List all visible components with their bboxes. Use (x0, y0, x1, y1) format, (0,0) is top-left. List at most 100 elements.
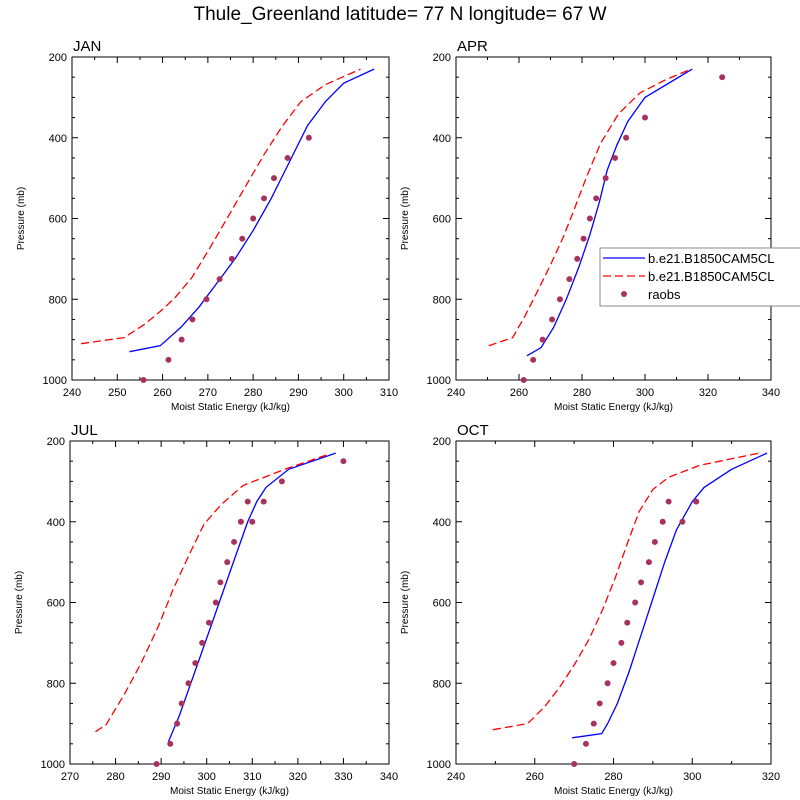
y-tick-label: 800 (433, 678, 451, 690)
panel-title: JAN (73, 38, 101, 55)
y-tick-label: 400 (47, 517, 65, 529)
plot-frame (69, 440, 390, 765)
raobs-point (239, 235, 246, 242)
y-axis-label: Pressure (mb) (16, 187, 27, 250)
panel-title: JUL (71, 422, 98, 439)
x-tick-label: 270 (199, 387, 217, 399)
raobs-point (192, 660, 199, 667)
raobs-point (189, 316, 196, 323)
plot-frame (455, 440, 772, 765)
legend-marker (621, 291, 627, 297)
raobs-point (250, 215, 257, 222)
x-tick-label: 320 (762, 771, 780, 783)
raobs-point (224, 559, 231, 566)
raobs-point (618, 639, 625, 646)
x-axis-label: Moist Static Energy (kJ/kg) (554, 786, 673, 797)
y-tick-label: 800 (49, 294, 67, 306)
legend: b.e21.B1850CAM5CL b.e21.B1850CAM5CL raobs (599, 247, 800, 307)
raobs-point (203, 296, 210, 303)
raobs-point (638, 579, 645, 586)
raobs-point (642, 114, 648, 121)
raobs-point (278, 478, 285, 485)
x-tick-label: 330 (334, 771, 352, 783)
raobs-point (602, 175, 609, 182)
raobs-point (205, 619, 212, 626)
y-tick-label: 400 (49, 133, 67, 145)
series-line-solid (167, 452, 336, 743)
raobs-point (249, 518, 256, 525)
legend-label: b.e21.B1850CAM5CL (648, 251, 774, 266)
x-tick-label: 340 (380, 771, 398, 783)
legend-box (599, 247, 800, 307)
raobs-point (651, 538, 658, 545)
raobs-point (665, 498, 672, 505)
raobs-point (237, 518, 244, 525)
raobs-point (178, 700, 185, 707)
raobs-point (596, 700, 603, 707)
y-tick-label: 200 (49, 52, 67, 64)
y-tick-label: 600 (433, 598, 451, 610)
series-line-dashed (95, 454, 327, 733)
series-line-solid (572, 452, 768, 739)
raobs-point (604, 680, 611, 687)
x-tick-label: 270 (61, 771, 79, 783)
x-tick-label: 240 (63, 387, 81, 399)
panel-jan: JAN 240 250 260 270 280 290 300 310 200 400 600 800 1… (16, 38, 398, 413)
raobs-point (270, 175, 277, 182)
raobs-point (624, 619, 631, 626)
raobs-point (623, 134, 630, 141)
y-axis-label: Pressure (mb) (400, 187, 411, 250)
raobs-point (261, 195, 268, 202)
raobs-point (178, 336, 185, 343)
series-line-dashed (81, 68, 361, 345)
raobs-point (174, 720, 181, 727)
y-tick-label: 1000 (43, 375, 67, 387)
panel-title: OCT (457, 422, 489, 439)
x-tick-label: 340 (762, 387, 780, 399)
x-tick-label: 300 (683, 771, 701, 783)
x-tick-label: 280 (244, 387, 262, 399)
panel-apr: APR 240 260 280 300 320 340 200 400 600 800 1000 Moi… (400, 38, 780, 413)
plot-frame (455, 56, 772, 381)
x-tick-label: 240 (447, 387, 465, 399)
raobs-point (645, 559, 652, 566)
x-tick-label: 300 (335, 387, 353, 399)
y-tick-label: 600 (47, 598, 65, 610)
raobs-point (530, 356, 537, 363)
y-tick-label: 400 (433, 133, 451, 145)
x-tick-label: 320 (289, 771, 307, 783)
plot-frame (71, 56, 390, 381)
x-tick-label: 300 (198, 771, 216, 783)
y-tick-label: 400 (433, 517, 451, 529)
raobs-point (212, 599, 219, 606)
series-line-dashed (488, 68, 692, 347)
raobs-point (140, 377, 147, 383)
raobs-point (340, 458, 347, 465)
x-tick-label: 260 (153, 387, 171, 399)
series-line-solid (526, 68, 693, 357)
raobs-point (520, 377, 527, 383)
raobs-point (305, 134, 312, 141)
y-tick-label: 800 (433, 294, 451, 306)
x-tick-label: 310 (243, 771, 261, 783)
raobs-point (659, 518, 666, 525)
raobs-point (574, 255, 581, 262)
raobs-point (165, 356, 172, 363)
x-axis-label: Moist Static Energy (kJ/kg) (170, 786, 289, 797)
raobs-point (679, 518, 686, 525)
y-tick-label: 200 (433, 52, 451, 64)
raobs-point (582, 740, 589, 747)
raobs-point (539, 336, 546, 343)
y-tick-label: 1000 (427, 375, 451, 387)
raobs-point (693, 498, 700, 505)
raobs-point (590, 720, 597, 727)
raobs-point (612, 154, 619, 161)
x-tick-label: 280 (604, 771, 622, 783)
x-tick-label: 300 (636, 387, 654, 399)
raobs-point (167, 740, 174, 747)
y-tick-label: 200 (47, 436, 65, 448)
raobs-point (719, 74, 726, 81)
raobs-point (571, 761, 578, 767)
x-axis-label: Moist Static Energy (kJ/kg) (171, 402, 290, 413)
